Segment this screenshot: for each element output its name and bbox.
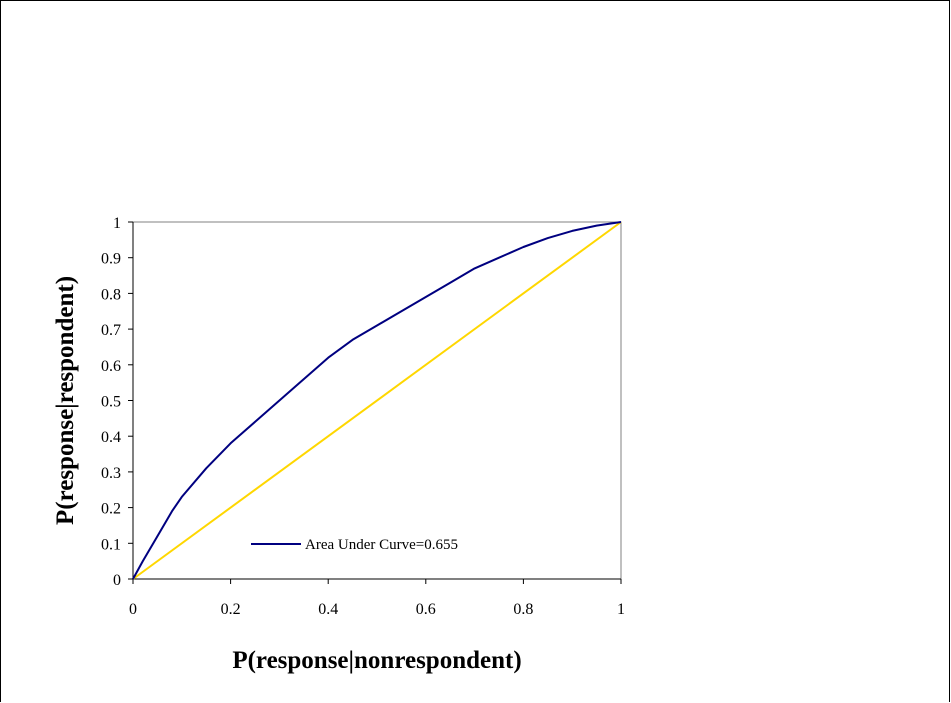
y-tick-label: 0 [113,572,121,589]
y-tick-label: 0.6 [101,358,121,375]
x-tick-label: 0.6 [416,601,436,618]
diagonal-reference-line [132,221,622,580]
y-axis-title: P(response|respondent) [52,276,79,525]
y-tick-label: 0.3 [101,465,121,482]
x-tick-label: 0.2 [221,601,241,618]
legend: Area Under Curve=0.655 [251,537,458,553]
y-tick-label: 0.8 [101,286,121,303]
y-tick-label: 0.1 [101,536,121,553]
y-tick-label: 0.9 [101,251,121,268]
y-tick-label: 0.5 [101,394,121,411]
x-tick-label: 0 [129,601,137,618]
y-tick-label: 0.7 [101,322,121,339]
x-tick-label: 1 [617,601,625,618]
x-tick-label: 0.8 [513,601,533,618]
y-tick-label: 0.4 [101,429,121,446]
x-axis-title: P(response|nonrespondent) [232,647,521,674]
x-tick-label: 0.4 [318,601,338,618]
legend-label: Area Under Curve=0.655 [305,537,458,553]
series-layer [132,221,622,580]
ticks-layer: 0 0.1 0.2 0.3 0.4 0.5 0.6 0.7 0.8 0.9 1 0 0.2 0.4 0.6 0… [101,215,625,618]
y-tick-label: 1 [113,215,121,232]
roc-curve-line [132,221,622,580]
y-tick-label: 0.2 [101,501,121,518]
